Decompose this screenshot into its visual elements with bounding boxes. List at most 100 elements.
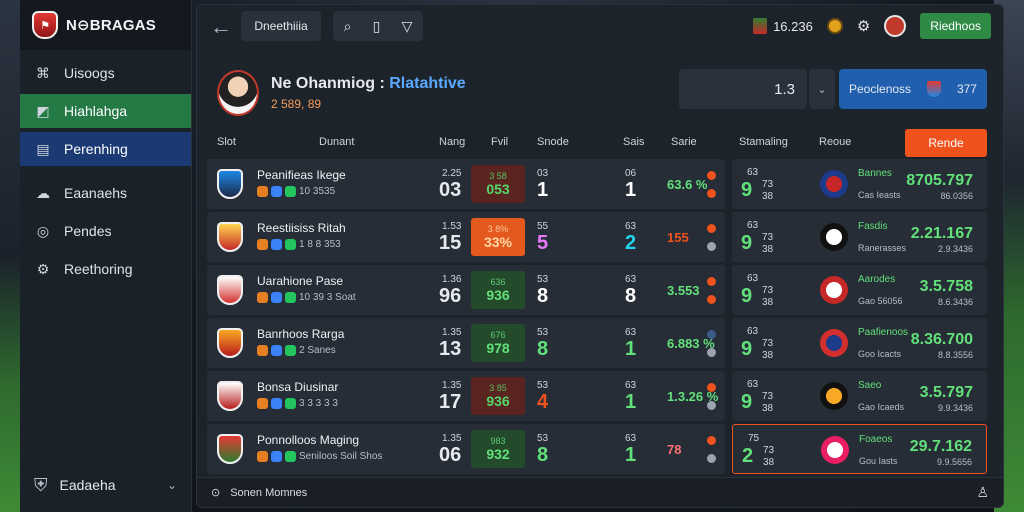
form-pill[interactable]: 3 58 053 xyxy=(471,165,525,203)
table-row[interactable]: Peanifieas Ikege 10 3535 2.25 03 3 58 05… xyxy=(207,159,987,209)
col-header-form[interactable]: Fvil xyxy=(491,136,509,148)
wins-value: 8 xyxy=(537,338,549,360)
sidebar-item-label: Hiahlahga xyxy=(64,103,128,119)
settings-gear-icon[interactable]: ⚙ xyxy=(856,18,871,35)
played-label: 1.35 xyxy=(442,380,462,391)
info-icon[interactable]: ⊙ xyxy=(211,487,221,499)
sidebar-item-0[interactable]: ⌘ Uisoogs xyxy=(20,56,191,90)
col-header-played[interactable]: Nang xyxy=(439,136,466,148)
team-sub: 3 3 3 3 3 xyxy=(257,398,338,409)
standing-detail-1: 73 xyxy=(762,285,774,296)
form-pill[interactable]: 3 8% 33% xyxy=(471,218,525,256)
action-button[interactable]: Riedhoos xyxy=(920,13,991,39)
sidebar-item-label: Pendes xyxy=(64,223,112,239)
standing-card[interactable]: 63 9 73 38 Bannes Cas Ieasts 8705.797 86… xyxy=(732,159,987,209)
form-pill[interactable]: 983 932 xyxy=(471,430,525,468)
standing-card[interactable]: 63 9 73 38 Saeo Gao Icaeds 3.5.797 9.9.3… xyxy=(732,371,987,421)
col-header-standing[interactable]: Stamaling xyxy=(739,136,788,148)
opponent-name: Foaeos xyxy=(859,434,893,445)
profile-avatar[interactable] xyxy=(217,70,259,116)
avatar[interactable] xyxy=(884,15,907,37)
scores-value: 2 xyxy=(625,232,637,254)
team-shield-icon xyxy=(927,81,941,97)
preference-label: Peoclenoss xyxy=(849,82,912,96)
col-header-highlight-button[interactable]: Rende xyxy=(905,129,987,157)
percent-value: 6.883 % xyxy=(667,336,715,351)
played-value: 17 xyxy=(439,391,462,413)
col-header-pct[interactable]: Sarie xyxy=(671,136,697,148)
table-row[interactable]: Banrhoos Rarga 2 Sanes 1.35 13 676 978 5… xyxy=(207,318,987,368)
team-card[interactable]: Ponnolloos Maging Seniloos Soil Shos 1.3… xyxy=(207,424,725,474)
player-icon xyxy=(285,398,296,409)
bottom-bar-label: Sonen Momnes xyxy=(230,486,308,499)
table-row[interactable]: Bonsa Diusinar 3 3 3 3 3 1.35 17 3 85 93… xyxy=(207,371,987,421)
balance-badge[interactable]: 16.236 xyxy=(753,18,813,34)
toolbar-group: ⌕ ▯ ▽ xyxy=(333,11,423,41)
team-card[interactable]: Bonsa Diusinar 3 3 3 3 3 1.35 17 3 85 93… xyxy=(207,371,725,421)
team-card[interactable]: Banrhoos Rarga 2 Sanes 1.35 13 676 978 5… xyxy=(207,318,725,368)
standing-detail: 73 38 xyxy=(762,232,773,256)
standing-detail: 73 38 xyxy=(763,445,774,469)
player-icon xyxy=(285,345,296,356)
result-sub: 2.9.3436 xyxy=(937,244,973,254)
search-icon[interactable]: ⌕ xyxy=(343,17,352,34)
col-header-wins[interactable]: Snode xyxy=(537,136,569,148)
breadcrumb-button[interactable]: Dneethiiia xyxy=(241,11,321,41)
filter-icon[interactable]: ▽ xyxy=(401,17,413,34)
player-icon xyxy=(271,292,282,303)
standing-detail-1: 73 xyxy=(762,179,774,190)
opponent-name: Bannes xyxy=(858,168,892,179)
standing-card[interactable]: 63 9 73 38 Paafienoos Goo Icacts 8.36.70… xyxy=(732,318,987,368)
scores-label: 63 xyxy=(625,433,637,444)
team-crest-icon xyxy=(217,381,243,411)
score-select[interactable]: 1.3 xyxy=(679,69,807,109)
team-card[interactable]: Peanifieas Ikege 10 3535 2.25 03 3 58 05… xyxy=(207,159,725,209)
table-row[interactable]: Reestiisiss Ritah 1 8 8 353 1.53 15 3 8%… xyxy=(207,212,987,262)
form-pill[interactable]: 676 978 xyxy=(471,324,525,362)
standing-card[interactable]: 63 9 73 38 Aarodes Gao 56056 3.5.758 8.6… xyxy=(732,265,987,315)
col-header-club[interactable]: Dunant xyxy=(319,136,355,148)
table-row[interactable]: Ponnolloos Maging Seniloos Soil Shos 1.3… xyxy=(207,424,987,474)
sidebar-item-1[interactable]: ◩ Hiahlahga xyxy=(20,94,191,128)
team-sub-text: 1 8 8 353 xyxy=(299,239,341,250)
percent-value: 3.553 xyxy=(667,283,700,298)
player-icon xyxy=(257,398,268,409)
preference-button[interactable]: Peoclenoss 377 xyxy=(839,69,987,109)
flag-icon xyxy=(753,18,768,34)
team-sub: 2 Sanes xyxy=(257,345,336,356)
opponent-sub: Gao 56056 xyxy=(858,296,903,306)
person-icon[interactable]: ♙ xyxy=(976,484,989,500)
team-crest-icon xyxy=(217,275,243,305)
sidebar: ⚑ N⊖BRAGAS ⌘ Uisoogs ◩ Hiahlahga ▤ Peren… xyxy=(20,0,192,512)
col-header-scores[interactable]: Sais xyxy=(623,136,645,148)
table-row[interactable]: Uarahione Pase 10 39 3 Soat 1.36 96 636 … xyxy=(207,265,987,315)
balance-value: 16.236 xyxy=(773,18,813,34)
team-card[interactable]: Reestiisiss Ritah 1 8 8 353 1.53 15 3 8%… xyxy=(207,212,725,262)
player-icon xyxy=(257,186,268,197)
form-pill[interactable]: 3 85 936 xyxy=(471,377,525,415)
form-pill-value: 936 xyxy=(486,287,510,303)
sidebar-item-2[interactable]: ▤ Perenhing xyxy=(20,132,191,166)
sidebar-item-4[interactable]: ◎ Pendes xyxy=(20,214,191,248)
sidebar-footer-menu[interactable]: ⛨ Eadaeha ⌄ xyxy=(20,468,191,502)
sidebar-item-5[interactable]: ⚙ Reethoring xyxy=(20,252,191,286)
brand[interactable]: ⚑ N⊖BRAGAS xyxy=(20,0,191,50)
standing-detail: 73 38 xyxy=(762,285,773,309)
status-dot xyxy=(707,295,716,304)
medal-icon[interactable] xyxy=(826,18,843,34)
team-card[interactable]: Uarahione Pase 10 39 3 Soat 1.36 96 636 … xyxy=(207,265,725,315)
status-dot xyxy=(707,171,716,180)
form-pill[interactable]: 636 936 xyxy=(471,271,525,309)
chevron-down-icon[interactable]: ⌄ xyxy=(809,69,835,109)
sidebar-item-3[interactable]: ☁ Eaanaehs xyxy=(20,176,191,210)
bookmark-icon[interactable]: ▯ xyxy=(372,17,381,34)
form-pill-value: 932 xyxy=(486,446,510,462)
wins-value: 5 xyxy=(537,232,549,254)
team-crest-icon xyxy=(217,328,243,358)
standing-card[interactable]: 63 9 73 38 Fasdis Ranerasses 2.21.167 2.… xyxy=(732,212,987,262)
back-arrow-icon[interactable]: ← xyxy=(210,14,232,39)
col-header-team[interactable]: Slot xyxy=(217,136,236,148)
played-label: 1.53 xyxy=(442,221,462,232)
col-header-result[interactable]: Reoue xyxy=(819,136,852,148)
standing-card[interactable]: 75 2 73 38 Foaeos Gou Iasts 29.7.162 9.9… xyxy=(732,424,987,474)
